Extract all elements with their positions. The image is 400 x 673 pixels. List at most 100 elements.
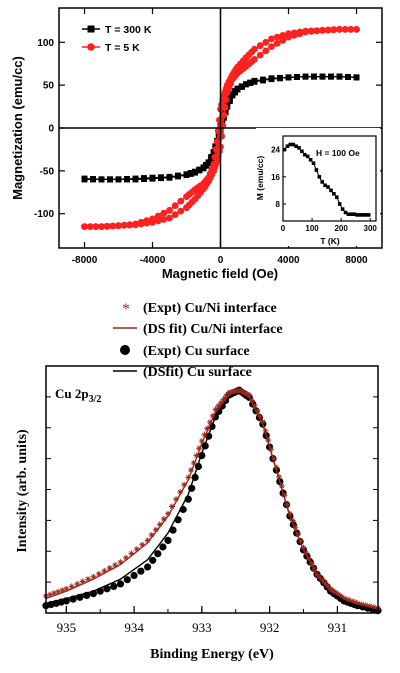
- xps-expt-interface-point: [79, 578, 86, 585]
- data-point-300k: [285, 74, 292, 81]
- inset-background: [256, 128, 380, 246]
- xps-x-tick-label: 933: [192, 620, 212, 635]
- data-point-5k: [115, 222, 122, 230]
- xps-x-tick-label: 934: [124, 620, 144, 635]
- data-point-300k: [247, 80, 254, 86]
- xps-expt-interface-point: [47, 591, 54, 598]
- data-point-300k: [251, 78, 258, 85]
- data-point-300k: [90, 176, 96, 182]
- inset-x-tick-label: 200: [334, 224, 348, 233]
- xps-expt-surface-point: [144, 563, 152, 571]
- inset-marks: [282, 142, 371, 217]
- inset-data-point: [320, 180, 324, 184]
- xps-expt-interface-point: [281, 492, 288, 499]
- legend-marker-300k: [87, 25, 95, 33]
- data-point-5k: [319, 26, 326, 34]
- inset-ticks: 0 100 200 300 8 16 24: [271, 146, 377, 233]
- data-point-5k: [216, 116, 223, 124]
- xps-expt-interface-point: [156, 521, 163, 528]
- data-point-5k: [177, 197, 185, 205]
- data-point-300k: [210, 150, 217, 157]
- data-point-300k: [294, 74, 300, 80]
- data-point-300k: [238, 83, 245, 90]
- data-point-300k: [132, 176, 139, 183]
- data-point-300k: [81, 175, 88, 182]
- xps-x-tick-label: 931: [328, 620, 348, 635]
- data-point-5k: [268, 43, 275, 50]
- xps-expt-surface-point: [110, 582, 118, 591]
- xps-expt-interface-point: [330, 587, 337, 594]
- data-point-300k: [124, 176, 130, 183]
- xps-expt-interface-point: [185, 474, 192, 481]
- xps-expt-interface-point: [59, 587, 66, 594]
- xps-expt-interface-point: [259, 418, 266, 425]
- xps-expt-interface-point: [74, 580, 81, 587]
- xps-expt-interface-point: [217, 399, 224, 406]
- legend-marker-expt-interface: *: [122, 301, 130, 318]
- data-point-5k: [160, 216, 168, 223]
- data-point-5k: [324, 26, 332, 34]
- x-tick-label: 4000: [277, 255, 300, 266]
- data-point-5k: [213, 138, 221, 146]
- data-point-5k: [211, 153, 219, 161]
- xps-expt-interface-point: [106, 565, 113, 571]
- xps-legend: * (Expt) Cu/Ni interface (DS fit) Cu/Ni …: [113, 301, 283, 380]
- inset-data-point: [317, 175, 322, 179]
- xps-expt-interface-point: [152, 526, 159, 533]
- data-point-5k: [92, 223, 100, 231]
- data-point-5k: [256, 42, 264, 50]
- data-point-5k: [313, 27, 321, 34]
- data-point-5k: [86, 223, 94, 231]
- xps-expt-interface-point: [292, 524, 299, 531]
- magnetization-marks: [81, 26, 360, 231]
- data-point-300k: [149, 175, 156, 182]
- data-point-5k: [273, 33, 281, 41]
- data-point-5k: [177, 207, 185, 215]
- xps-expt-interface-point: [101, 567, 108, 574]
- data-point-5k: [220, 111, 228, 119]
- inset-data-point: [352, 212, 356, 216]
- y-tick-label: -50: [40, 166, 55, 177]
- inset-y-tick-label: 16: [271, 173, 280, 182]
- legend-label-ds-surface: (DSfit) Cu surface: [143, 365, 252, 380]
- data-point-5k: [330, 26, 338, 34]
- inset-data-point: [291, 142, 295, 147]
- inset-x-tick-label: 100: [305, 224, 319, 233]
- data-point-300k: [226, 95, 233, 102]
- xps-expt-interface-point: [204, 425, 211, 432]
- inset-data-point: [288, 142, 293, 147]
- inset-data-point: [329, 188, 333, 193]
- xps-y-axis-label: Intensity (arb. units): [15, 429, 30, 553]
- xps-expt-interface-point: [123, 554, 129, 561]
- data-point-300k: [187, 170, 194, 177]
- data-point-5k: [336, 26, 343, 33]
- inset-data-point: [285, 144, 290, 148]
- xps-expt-interface-point: [181, 481, 188, 488]
- xps-x-tick-label: 935: [57, 620, 77, 635]
- xps-expt-interface-point: [112, 562, 119, 569]
- data-point-5k: [285, 30, 292, 38]
- xps-expt-interface-point: [90, 573, 97, 580]
- inset-y-tick-label: 8: [276, 200, 281, 209]
- xps-expt-interface-point: [322, 580, 329, 586]
- inset-data-point: [343, 210, 348, 215]
- data-point-5k: [109, 222, 117, 230]
- magnetization-x-axis-label: Magnetic field (Oe): [162, 266, 278, 281]
- data-point-5k: [103, 222, 111, 230]
- data-point-300k: [260, 77, 266, 84]
- data-point-300k: [353, 74, 360, 81]
- inset-plot-frame: [282, 135, 377, 222]
- xps-expt-interface-point: [133, 546, 140, 553]
- data-point-300k: [166, 174, 173, 181]
- inset-data-point: [311, 161, 316, 165]
- data-point-300k: [302, 73, 309, 80]
- data-point-5k: [256, 51, 264, 59]
- data-point-300k: [192, 169, 198, 176]
- inset-data-point: [346, 212, 351, 216]
- xps-expt-interface-point: [335, 591, 342, 598]
- data-point-5k: [268, 35, 275, 43]
- xps-expt-interface-point: [251, 402, 258, 409]
- inset-chart: 0 100 200 300 8 16 24 H = 100 Oe T (K) M (emu/…: [255, 128, 380, 246]
- xps-expt-surface-point: [130, 571, 138, 580]
- data-point-5k: [171, 211, 179, 219]
